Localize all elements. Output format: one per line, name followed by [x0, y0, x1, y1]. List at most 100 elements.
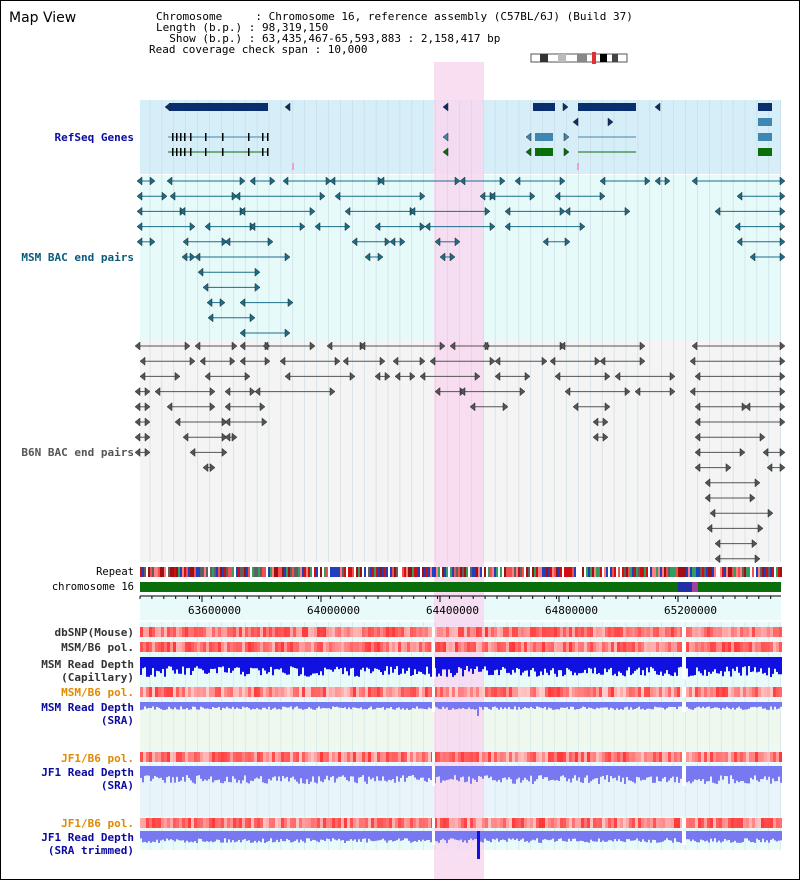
jf1-sra-trimmed-depth-bar [762, 831, 764, 839]
msm-capillary-depth-bar [426, 657, 428, 667]
jf1-pol-trim-cell [416, 818, 419, 828]
msm-b6-pol-sra-cell [479, 687, 482, 697]
jf1-depth-label[interactable]: JF1 Read Depth [41, 766, 134, 779]
jf1-pol-trim-cell [494, 818, 497, 828]
msm-sra-depth-bar [490, 702, 492, 710]
dbsnp-cell [596, 627, 599, 637]
b6n-bac-end [254, 387, 261, 397]
msm-b6-pol-cell [731, 642, 734, 652]
jf1-sra-trimmed-depth-bar [404, 831, 406, 839]
repeat-segment [196, 567, 198, 577]
jf1-pol-cell [674, 752, 677, 762]
msm-depth-sra-label[interactable]: MSM Read Depth [41, 701, 134, 714]
msm-bac-label[interactable]: MSM BAC end pairs [21, 251, 134, 264]
jf1-sra-depth-bar [694, 766, 696, 780]
repeat-segment [534, 567, 536, 577]
jf1-pol-cell [734, 752, 737, 762]
jf1-pol-trim-cell [575, 818, 578, 828]
msm-sra-depth-bar [582, 702, 584, 707]
repeat-segment [348, 567, 350, 577]
msm-b6-pol-sra-label[interactable]: MSM/B6 pol. [61, 686, 134, 699]
msm-sra-depth-bar [296, 702, 298, 707]
msm-capillary-depth-bar [580, 657, 582, 674]
msm-capillary-depth-bar [222, 657, 224, 667]
jf1-pol-trim-cell [434, 818, 437, 828]
repeat-segment [764, 567, 766, 577]
jf1-pol-trim-cell [218, 818, 221, 828]
jf1-sra-depth-bar [404, 766, 406, 782]
msm-capillary-depth-bar [298, 657, 300, 676]
repeat-segment [550, 567, 552, 577]
repeat-segment [434, 567, 436, 577]
msm-bac-end [529, 191, 536, 201]
jf1-pol-trim-cell [227, 818, 230, 828]
msm-capillary-depth-bar [274, 657, 276, 670]
dbsnp-label[interactable]: dbSNP(Mouse) [54, 626, 134, 639]
msm-capillary-depth-bar [630, 657, 632, 676]
msm-sra-depth-bar [286, 702, 288, 708]
msm-b6-pol-cell [668, 642, 671, 652]
msm-capillary-depth-bar [380, 657, 382, 673]
b6n-bac-label[interactable]: B6N BAC end pairs [21, 446, 134, 459]
jf1-pol-cell [491, 752, 494, 762]
dbsnp-cell [167, 627, 170, 637]
jf1-sra-depth-bar [390, 766, 392, 781]
msm-capillary-depth-bar [486, 657, 488, 671]
b6n-bac-end [134, 387, 141, 397]
jf1-sra-depth-bar [584, 766, 586, 778]
jf1-sra-depth-bar [374, 766, 376, 782]
msm-capillary-depth-bar [678, 657, 680, 668]
msm-b6-pol-sra-cell [290, 687, 293, 697]
msm-b6-pol-sra-cell [191, 687, 194, 697]
jf1-sra-depth-bar [524, 766, 526, 778]
msm-sra-depth-bar [290, 702, 292, 707]
jf1-pol-trim-cell [470, 818, 473, 828]
jf1-sra-trimmed-depth-bar [474, 831, 476, 840]
jf1-pol-label[interactable]: JF1/B6 pol. [61, 752, 134, 765]
msm-sra-depth-bar [340, 702, 342, 708]
jf1-sra-depth-bar [646, 766, 648, 778]
dbsnp-cell [560, 627, 563, 637]
axis-tick-label: 64000000 [307, 604, 360, 617]
jf1-sra-depth-bar [568, 766, 570, 779]
dbsnp-cell [779, 627, 782, 637]
refseq-genes-label[interactable]: RefSeq Genes [54, 131, 134, 144]
jf1-sra-depth-bar [548, 766, 550, 781]
dbsnp-cell [410, 627, 413, 637]
msm-sra-depth-bar [306, 702, 308, 709]
msm-b6-pol-cell [293, 642, 296, 652]
jf1-sra-trimmed-depth-bar [750, 831, 752, 843]
jf1-pol-trim-cell [278, 818, 281, 828]
frame-left [0, 0, 1, 880]
msm-sra-depth-bar [522, 702, 524, 709]
jf1-sra-trimmed-depth-bar [450, 831, 452, 839]
b6n-bac-end [779, 371, 786, 381]
msm-sra-depth-bar [174, 702, 176, 708]
jf1-sra-depth-bar [502, 766, 504, 779]
msm-b6-pol-sra-cell [395, 687, 398, 697]
jf1-sra-trimmed-depth-bar [174, 831, 176, 842]
msm-capillary-depth-bar [518, 657, 520, 670]
msm-b6-pol-cell [467, 642, 470, 652]
jf1-pol-trim-label[interactable]: JF1/B6 pol. [61, 817, 134, 830]
jf1-depth-trim-label[interactable]: JF1 Read Depth [41, 831, 134, 844]
jf1-pol-cell [524, 752, 527, 762]
msm-b6-pol-sra-cell [590, 687, 593, 697]
msm-depth-capillary-label[interactable]: MSM Read Depth [41, 658, 134, 671]
jf1-sra-depth-bar [612, 766, 614, 779]
jf1-sra-trimmed-depth-bar [718, 831, 720, 841]
jf1-sra-trimmed-depth-bar [574, 831, 576, 839]
msm-sra-depth-bar [472, 702, 474, 709]
jf1-sra-trimmed-depth-bar [402, 831, 404, 841]
msm-sra-depth-bar [410, 702, 412, 710]
repeat-segment [332, 567, 334, 577]
repeat-segment [276, 567, 278, 577]
msm-b6-pol-label[interactable]: MSM/B6 pol. [61, 641, 134, 654]
msm-b6-pol-sra-cell [476, 687, 479, 697]
msm-b6-pol-cell [608, 642, 611, 652]
jf1-sra-depth-bar [290, 766, 292, 778]
msm-b6-pol-cell [422, 642, 425, 652]
msm-capillary-depth-bar [562, 657, 564, 677]
msm-capillary-depth-bar [396, 657, 398, 667]
jf1-pol-cell [470, 752, 473, 762]
